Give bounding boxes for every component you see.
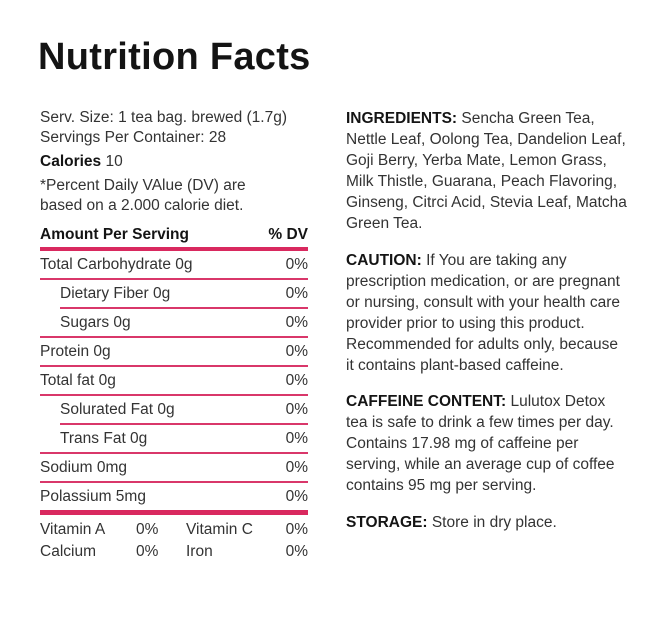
nutrient-label: Polassium 5mg [40, 488, 146, 505]
nutrient-dv: 0% [285, 459, 308, 476]
nutrient-label: Total Carbohydrate 0g [40, 256, 193, 273]
vitamin-label: Vitamin A [40, 521, 106, 538]
table-row: Sodium 0mg 0% [40, 454, 308, 483]
nutrient-dv: 0% [285, 343, 308, 360]
vitamin-label: Calcium [40, 543, 96, 560]
dv-note: *Percent Daily VAlue (DV) are based on a… [40, 176, 308, 216]
ingredients-label: INGREDIENTS: [346, 110, 458, 127]
vitamin-dv: 0% [136, 521, 159, 538]
storage-text: Store in dry place. [431, 513, 557, 531]
caffeine-text: Lulutox Detox tea is safe to drink a few… [346, 393, 615, 494]
table-header: Amount Per Serving % DV [40, 226, 308, 251]
dv-note-line1: *Percent Daily VAlue (DV) are [40, 177, 246, 194]
nutrient-dv: 0% [285, 488, 308, 505]
caution-label: CAUTION: [346, 251, 422, 269]
storage-label: STORAGE: [346, 513, 428, 531]
table-row: Polassium 5mg 0% [40, 483, 308, 515]
nutrient-label: Trans Fat 0g [60, 430, 148, 447]
nutrient-dv: 0% [285, 372, 308, 389]
nutrient-dv: 0% [285, 285, 308, 302]
storage: STORAGE: Store in dry place. [346, 512, 630, 533]
calories-value: 10 [105, 153, 123, 170]
dv-note-line2: based on a 2.000 calorie diet. [40, 197, 244, 214]
vitamin-label: Vitamin C [186, 521, 253, 538]
caution: CAUTION: If You are taking any prescript… [346, 250, 630, 376]
nutrient-label: Solurated Fat 0g [60, 401, 175, 418]
table-row: Sugars 0g 0% [40, 309, 308, 338]
info-panel: INGREDIENTS: Sencha Green Tea, Nettle Le… [346, 108, 630, 539]
servings-per-container: Servings Per Container: 28 [40, 129, 227, 146]
vitamin-dv: 0% [285, 521, 308, 538]
nutrient-label: Sugars 0g [60, 314, 131, 331]
page-title: Nutrition Facts [38, 36, 311, 78]
table-row: Dietary Fiber 0g 0% [60, 280, 308, 309]
nutrient-label: Protein 0g [40, 343, 111, 360]
table-row: Total Carbohydrate 0g 0% [40, 251, 308, 280]
caution-text: If You are taking any prescription medic… [346, 251, 620, 374]
caffeine-label: CAFFEINE CONTENT: [346, 393, 507, 410]
serving-size: Serv. Size: 1 tea bag. brewed (1.7g) [40, 109, 287, 126]
vitamin-dv: 0% [285, 543, 308, 560]
nutrient-dv: 0% [285, 314, 308, 331]
nutrient-label: Sodium 0mg [40, 459, 128, 476]
nutrient-label: Dietary Fiber 0g [60, 285, 171, 302]
nutrition-panel: Serv. Size: 1 tea bag. brewed (1.7g) Ser… [40, 108, 308, 563]
ingredients-text: Sencha Green Tea, Nettle Leaf, Oolong Te… [346, 110, 627, 232]
ingredients: INGREDIENTS: Sencha Green Tea, Nettle Le… [346, 108, 630, 234]
table-row: Solurated Fat 0g 0% [60, 396, 308, 425]
nutrient-dv: 0% [285, 256, 308, 273]
header-amount-label: Amount Per Serving [40, 226, 189, 243]
table-row: Total fat 0g 0% [40, 367, 308, 396]
caffeine-content: CAFFEINE CONTENT: Lulutox Detox tea is s… [346, 391, 630, 496]
nutrient-dv: 0% [285, 401, 308, 418]
vitamin-dv: 0% [136, 543, 159, 560]
calories: Calories 10 [40, 152, 308, 172]
calories-label: Calories [40, 153, 102, 170]
table-row: Trans Fat 0g 0% [40, 425, 308, 454]
header-dv-label: % DV [268, 226, 308, 243]
vitamin-label: Iron [186, 543, 213, 560]
vitamins-grid: Vitamin A 0% Vitamin C 0% Calcium 0% Iro… [40, 519, 308, 563]
nutrient-label: Total fat 0g [40, 372, 116, 389]
table-row: Protein 0g 0% [40, 338, 308, 367]
nutrient-dv: 0% [285, 430, 308, 447]
